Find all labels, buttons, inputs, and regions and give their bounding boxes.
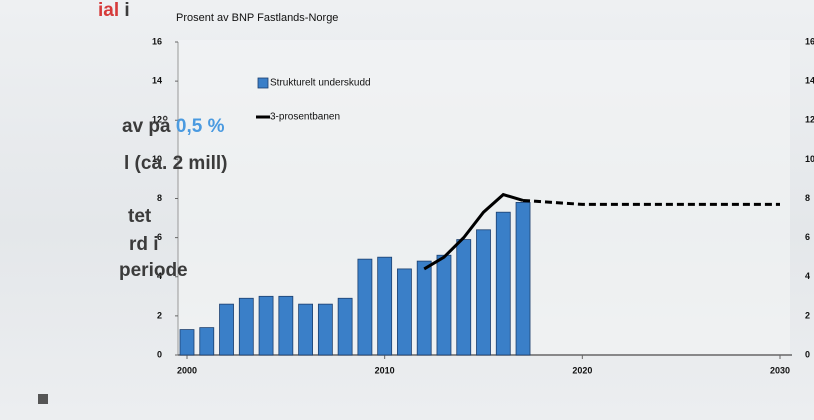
bar [258,295,274,356]
y2-tick-label: 10 [805,154,814,164]
text: av på [122,116,176,137]
text: i [119,0,130,21]
bar [436,254,452,356]
text: rd i [129,234,159,255]
y-tick-label: 12 [152,115,162,125]
text: periode [119,260,188,281]
bar [416,260,432,356]
y2-tick-label: 4 [805,271,810,281]
bar [238,297,254,356]
y-tick-label: 0 [157,349,162,359]
bar [317,303,333,356]
y2-tick-label: 8 [805,193,810,203]
bar [298,303,314,356]
y-tick-label: 6 [157,232,162,242]
bar [515,202,531,356]
y-tick-label: 14 [152,76,162,86]
bar [278,295,294,356]
x-tick-label: 2010 [375,365,395,375]
slide-text: periode [119,260,188,282]
text: ial [98,0,120,21]
text: 0,5 % [175,116,225,137]
y-tick-label: 4 [157,271,162,281]
legend-swatch [257,77,269,89]
slide-text: av på 0,5 % [122,116,224,138]
bar [219,303,234,356]
slide-text: l (ca. 2 mill) [124,153,227,175]
y2-tick-label: 12 [805,115,814,125]
legend-label: 3-prosentbanen [270,112,340,123]
chart-title: Prosent av BNP Fastlands-Norge [176,12,338,24]
y-tick-label: 2 [157,310,162,320]
y2-tick-label: 2 [805,310,810,320]
y2-tick-label: 14 [805,76,814,86]
bar [456,239,472,356]
x-tick-label: 2000 [177,365,197,375]
slide-text: ial i [98,0,130,22]
bar [397,268,412,356]
y-tick-label: 16 [152,36,162,46]
y-tick-label: 8 [157,193,162,203]
legend-label: Strukturelt underskudd [270,78,371,89]
y-tick-label: 10 [152,154,162,164]
bar [337,297,353,356]
bar [199,327,215,356]
y2-tick-label: 0 [805,349,810,359]
bar [357,258,373,356]
bar [377,256,393,356]
text: tet [128,206,152,227]
bar [179,329,195,356]
bar [476,229,491,356]
y2-tick-label: 16 [805,36,814,46]
line [423,192,524,271]
slide-text: rd i [129,234,159,256]
slide-text: tet [128,206,151,228]
bar [495,211,511,356]
text: l (ca. 2 mill) [124,153,228,174]
x-tick-label: 2020 [572,365,592,375]
logo [38,394,48,404]
x-tick-label: 2030 [770,365,790,375]
y2-tick-label: 6 [805,232,810,242]
